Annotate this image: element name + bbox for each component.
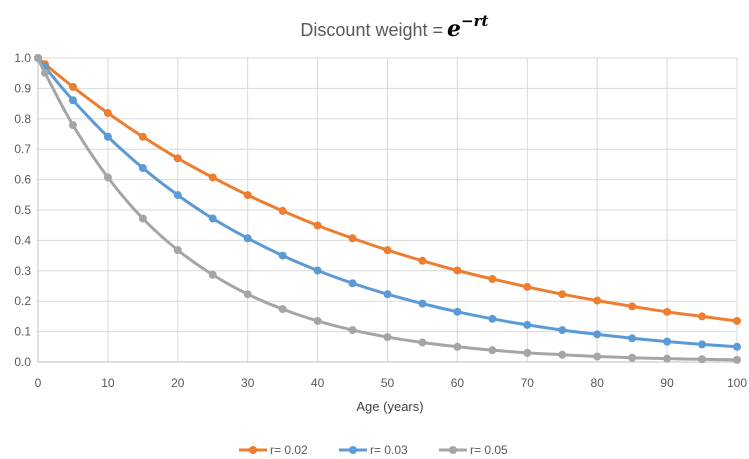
series-marker-0 bbox=[69, 83, 77, 91]
series-marker-1 bbox=[384, 290, 392, 298]
legend: r= 0.02 r= 0.03 r= 0.05 bbox=[239, 443, 508, 457]
series-marker-2 bbox=[628, 354, 636, 362]
y-tick-label: 0.6 bbox=[14, 173, 31, 187]
legend-swatch-marker bbox=[449, 446, 457, 454]
legend-label: r= 0.03 bbox=[370, 443, 408, 457]
series-marker-1 bbox=[663, 338, 671, 346]
x-tick-label: 60 bbox=[451, 376, 465, 390]
grid bbox=[38, 58, 737, 362]
series-marker-0 bbox=[104, 109, 112, 117]
x-tick-label: 100 bbox=[727, 376, 747, 390]
series-marker-2 bbox=[453, 343, 461, 351]
x-tick-label: 10 bbox=[101, 376, 115, 390]
series-marker-2 bbox=[34, 54, 42, 62]
x-tick-label: 30 bbox=[241, 376, 255, 390]
series-marker-2 bbox=[41, 69, 49, 77]
series-marker-2 bbox=[209, 271, 217, 279]
series-marker-2 bbox=[558, 351, 566, 359]
x-tick-label: 0 bbox=[35, 376, 42, 390]
y-tick-label: 0.3 bbox=[14, 264, 31, 278]
series-marker-0 bbox=[593, 297, 601, 305]
series-marker-1 bbox=[523, 321, 531, 329]
y-tick-label: 0.7 bbox=[14, 142, 31, 156]
series-marker-1 bbox=[174, 191, 182, 199]
series-marker-0 bbox=[279, 207, 287, 215]
y-tick-label: 0.8 bbox=[14, 112, 31, 126]
y-tick-label: 0.5 bbox=[14, 203, 31, 217]
series-marker-1 bbox=[453, 308, 461, 316]
x-tick-label: 80 bbox=[591, 376, 605, 390]
series-marker-0 bbox=[733, 317, 741, 325]
series-marker-2 bbox=[174, 246, 182, 254]
x-tick-label: 90 bbox=[660, 376, 674, 390]
chart-title: Discount weight = bbox=[300, 20, 443, 40]
series-marker-1 bbox=[349, 279, 357, 287]
series-marker-1 bbox=[593, 330, 601, 338]
legend-swatch-marker bbox=[249, 446, 257, 454]
series-marker-2 bbox=[733, 356, 741, 364]
series-marker-1 bbox=[279, 252, 287, 260]
series-marker-1 bbox=[104, 133, 112, 141]
series-marker-1 bbox=[733, 343, 741, 351]
series-marker-0 bbox=[174, 154, 182, 162]
series-marker-0 bbox=[558, 290, 566, 298]
series-marker-2 bbox=[279, 305, 287, 313]
series-marker-2 bbox=[244, 290, 252, 298]
legend-label: r= 0.05 bbox=[470, 443, 508, 457]
x-axis-label: Age (years) bbox=[356, 399, 423, 414]
series-marker-0 bbox=[488, 275, 496, 283]
series-marker-1 bbox=[488, 315, 496, 323]
title-math-base: e bbox=[447, 16, 461, 42]
series-marker-2 bbox=[523, 349, 531, 357]
series-marker-0 bbox=[453, 266, 461, 274]
series-marker-0 bbox=[663, 308, 671, 316]
y-tick-label: 0.0 bbox=[14, 355, 31, 369]
x-tick-label: 20 bbox=[171, 376, 185, 390]
x-tick-label: 70 bbox=[521, 376, 535, 390]
series-marker-1 bbox=[69, 96, 77, 104]
x-tick-label: 40 bbox=[311, 376, 325, 390]
series-marker-0 bbox=[209, 173, 217, 181]
x-tick-label: 50 bbox=[381, 376, 395, 390]
series-marker-2 bbox=[663, 355, 671, 363]
y-tick-label: 0.1 bbox=[14, 325, 31, 339]
series-marker-2 bbox=[488, 346, 496, 354]
series-marker-1 bbox=[139, 164, 147, 172]
series-marker-2 bbox=[139, 215, 147, 223]
series-marker-1 bbox=[314, 266, 322, 274]
series-marker-2 bbox=[104, 173, 112, 181]
y-tick-label: 1.0 bbox=[14, 51, 31, 65]
series-marker-2 bbox=[593, 353, 601, 361]
series-marker-2 bbox=[384, 333, 392, 341]
y-tick-label: 0.2 bbox=[14, 294, 31, 308]
legend-swatch-marker bbox=[349, 446, 357, 454]
series-marker-2 bbox=[349, 326, 357, 334]
y-tick-label: 0.9 bbox=[14, 81, 31, 95]
title-math-exponent: −rt bbox=[461, 12, 488, 30]
series-marker-1 bbox=[209, 215, 217, 223]
series-marker-0 bbox=[384, 246, 392, 254]
legend-label: r= 0.02 bbox=[270, 443, 308, 457]
series-marker-2 bbox=[69, 121, 77, 129]
series-marker-1 bbox=[244, 234, 252, 242]
series-marker-2 bbox=[314, 317, 322, 325]
series-marker-1 bbox=[628, 334, 636, 342]
series-marker-1 bbox=[698, 340, 706, 348]
series-marker-2 bbox=[698, 355, 706, 363]
series-marker-0 bbox=[523, 283, 531, 291]
series-marker-0 bbox=[698, 312, 706, 320]
chart-title-formula: e−rt bbox=[447, 12, 488, 42]
series-marker-1 bbox=[558, 326, 566, 334]
series-marker-2 bbox=[418, 339, 426, 347]
y-tick-label: 0.4 bbox=[14, 233, 31, 247]
series-marker-0 bbox=[314, 222, 322, 230]
series-marker-0 bbox=[244, 191, 252, 199]
series-marker-0 bbox=[628, 302, 636, 310]
series-marker-0 bbox=[349, 234, 357, 242]
series-marker-0 bbox=[139, 133, 147, 141]
series-marker-0 bbox=[418, 257, 426, 265]
series-marker-1 bbox=[418, 300, 426, 308]
